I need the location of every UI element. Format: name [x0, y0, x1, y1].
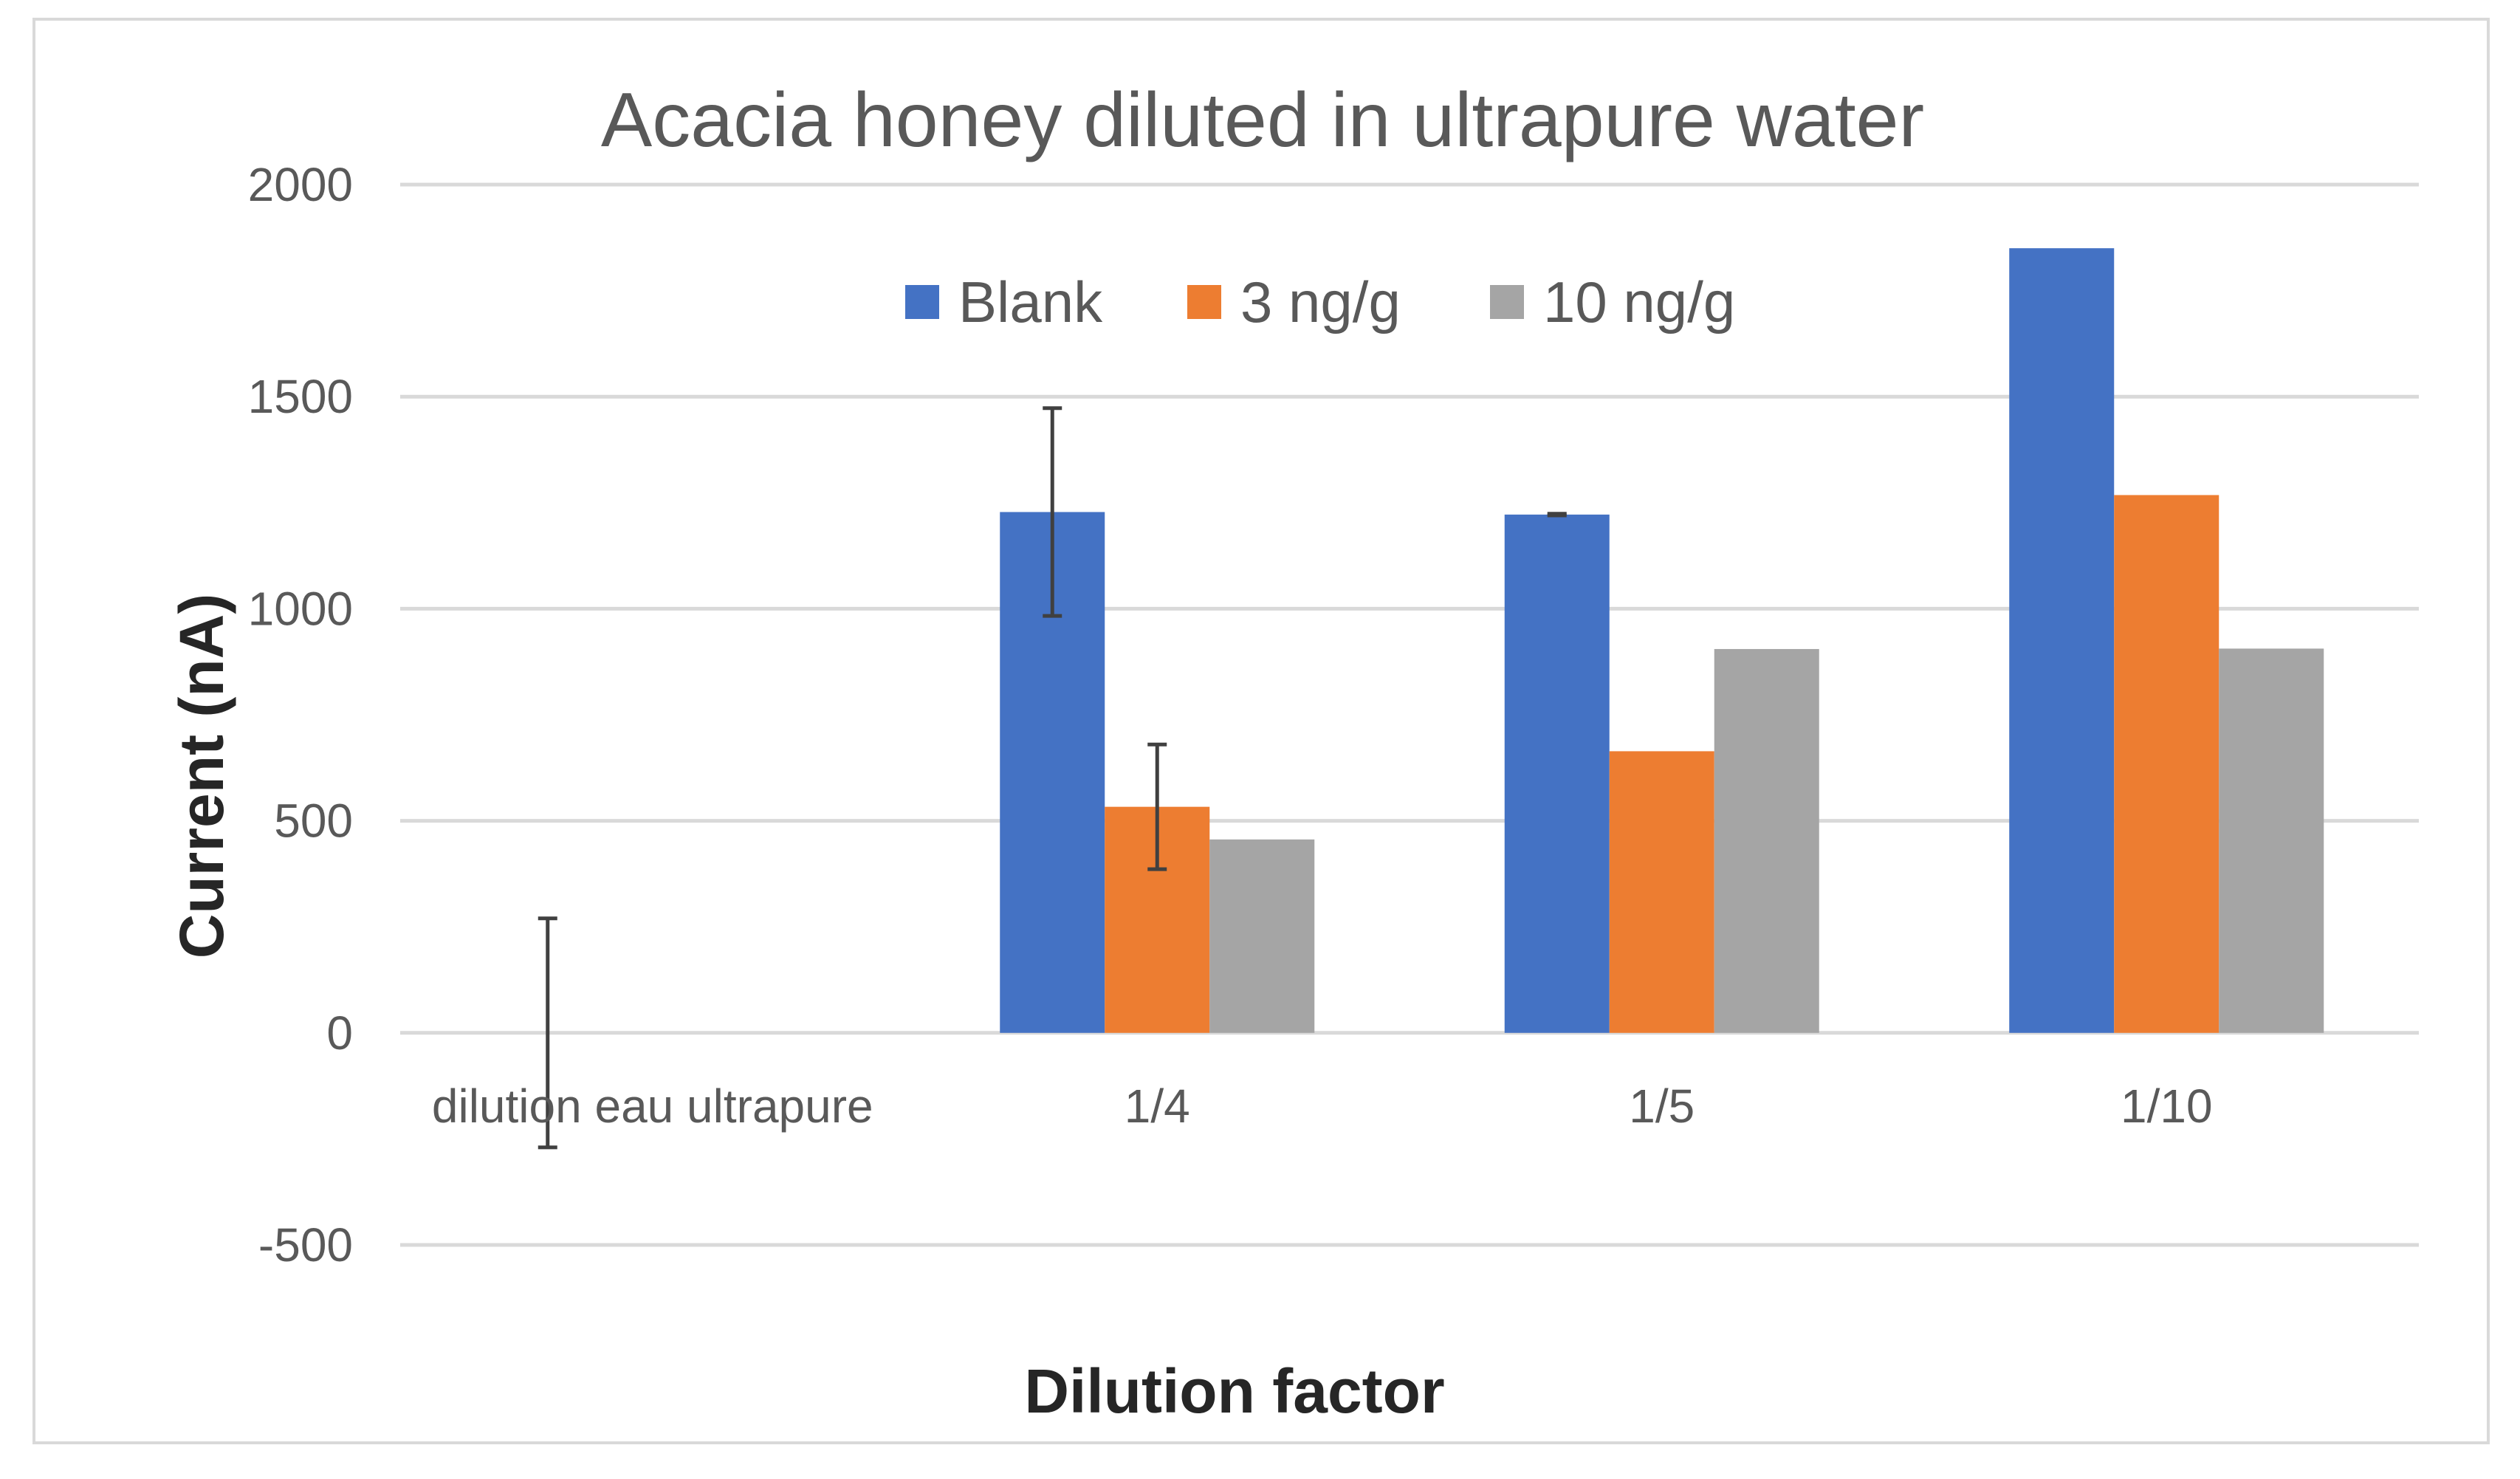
- y-axis-ticks: 2000 1500 1000 500 0 -500: [248, 158, 353, 1272]
- legend-label-1: 3 ng/g: [1240, 270, 1401, 334]
- error-bar-1-0: [1043, 406, 1062, 618]
- y-tick-label-4: 0: [326, 1006, 353, 1060]
- error-bar-0-0: [538, 916, 557, 1150]
- bar-2-0: [1504, 514, 1610, 1033]
- y-tick-label-3: 500: [274, 795, 353, 848]
- error-bar-1-1: [1147, 742, 1167, 871]
- legend-label-2: 10 ng/g: [1543, 270, 1735, 334]
- bar-3-1: [2114, 495, 2219, 1033]
- x-category-label-0: dilution eau ultrapure: [432, 1080, 873, 1133]
- error-bars: [538, 406, 1567, 1150]
- bar-2-1: [1609, 751, 1714, 1033]
- y-tick-label-0: 2000: [248, 158, 353, 211]
- x-axis-categories: dilution eau ultrapure 1/4 1/5 1/10: [432, 1080, 2213, 1133]
- x-category-label-2: 1/5: [1629, 1080, 1695, 1133]
- x-category-label-1: 1/4: [1125, 1080, 1190, 1133]
- y-tick-label-1: 1500: [248, 370, 353, 423]
- legend-swatch-1: [1187, 285, 1221, 319]
- bar-1-2: [1209, 839, 1315, 1033]
- y-tick-label-2: 1000: [248, 582, 353, 635]
- legend: Blank 3 ng/g 10 ng/g: [905, 270, 1735, 334]
- bars: [1000, 248, 2324, 1033]
- legend-item-2: 10 ng/g: [1490, 270, 1735, 334]
- legend-item-1: 3 ng/g: [1187, 270, 1401, 334]
- legend-item-0: Blank: [905, 270, 1103, 334]
- bar-2-2: [1714, 648, 1819, 1033]
- bar-3-2: [2219, 648, 2324, 1033]
- legend-swatch-2: [1490, 285, 1524, 319]
- x-category-label-3: 1/10: [2121, 1080, 2213, 1133]
- error-bar-2-0: [1547, 512, 1567, 518]
- bar-3-0: [2009, 248, 2115, 1033]
- y-axis-title: Current (nA): [167, 594, 236, 959]
- y-tick-label-5: -500: [258, 1218, 353, 1272]
- chart-title: Acacia honey diluted in ultrapure water: [601, 78, 1924, 163]
- x-axis-title: Dilution factor: [1024, 1356, 1444, 1426]
- legend-swatch-0: [905, 285, 939, 319]
- legend-label-0: Blank: [958, 270, 1103, 334]
